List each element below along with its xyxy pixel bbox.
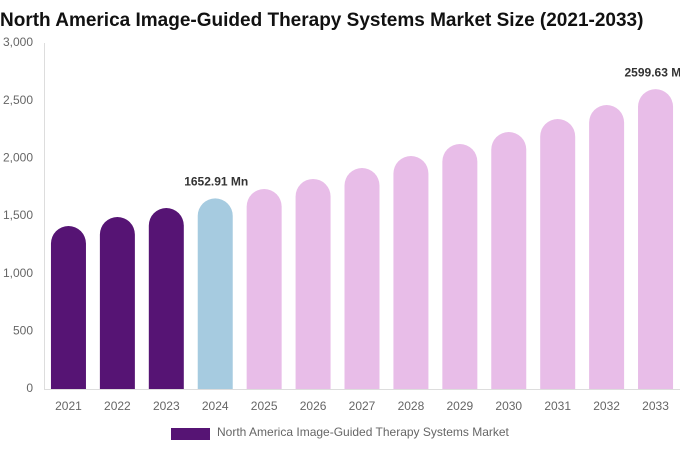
data-label: 1652.91 Mn xyxy=(184,175,248,189)
x-tick-label: 2021 xyxy=(55,399,82,413)
x-tick-label: 2033 xyxy=(642,399,669,413)
legend-label: North America Image-Guided Therapy Syste… xyxy=(217,425,510,439)
x-tick-label: 2024 xyxy=(202,399,229,413)
bar xyxy=(491,132,527,389)
bar xyxy=(50,226,86,389)
y-tick-label: 2,500 xyxy=(3,93,33,107)
legend-swatch xyxy=(171,428,210,440)
x-tick-label: 2025 xyxy=(251,399,278,413)
bar xyxy=(638,89,674,389)
bar xyxy=(197,198,233,389)
y-tick-label: 500 xyxy=(13,324,33,338)
bar xyxy=(540,119,576,389)
x-tick-label: 2028 xyxy=(398,399,425,413)
x-tick-label: 2029 xyxy=(446,399,473,413)
y-tick-label: 2,000 xyxy=(3,151,33,165)
y-tick-label: 0 xyxy=(26,381,33,395)
x-tick-label: 2032 xyxy=(593,399,620,413)
x-tick-label: 2022 xyxy=(104,399,131,413)
bar xyxy=(393,156,429,389)
bar xyxy=(148,208,184,389)
bar xyxy=(295,178,331,389)
x-tick-label: 2023 xyxy=(153,399,180,413)
bar xyxy=(99,217,135,389)
bar xyxy=(589,105,625,390)
bar xyxy=(442,144,478,389)
chart-title: North America Image-Guided Therapy Syste… xyxy=(0,10,643,31)
y-tick-label: 1,000 xyxy=(3,266,33,280)
x-tick-label: 2031 xyxy=(544,399,571,413)
bar xyxy=(246,189,282,389)
x-tick-label: 2027 xyxy=(349,399,376,413)
bar xyxy=(344,168,380,389)
x-tick-label: 2030 xyxy=(495,399,522,413)
x-tick-label: 2026 xyxy=(300,399,327,413)
data-label: 2599.63 Mn xyxy=(625,65,680,79)
y-tick-label: 1,500 xyxy=(3,208,33,222)
y-tick-label: 3,000 xyxy=(3,35,33,49)
